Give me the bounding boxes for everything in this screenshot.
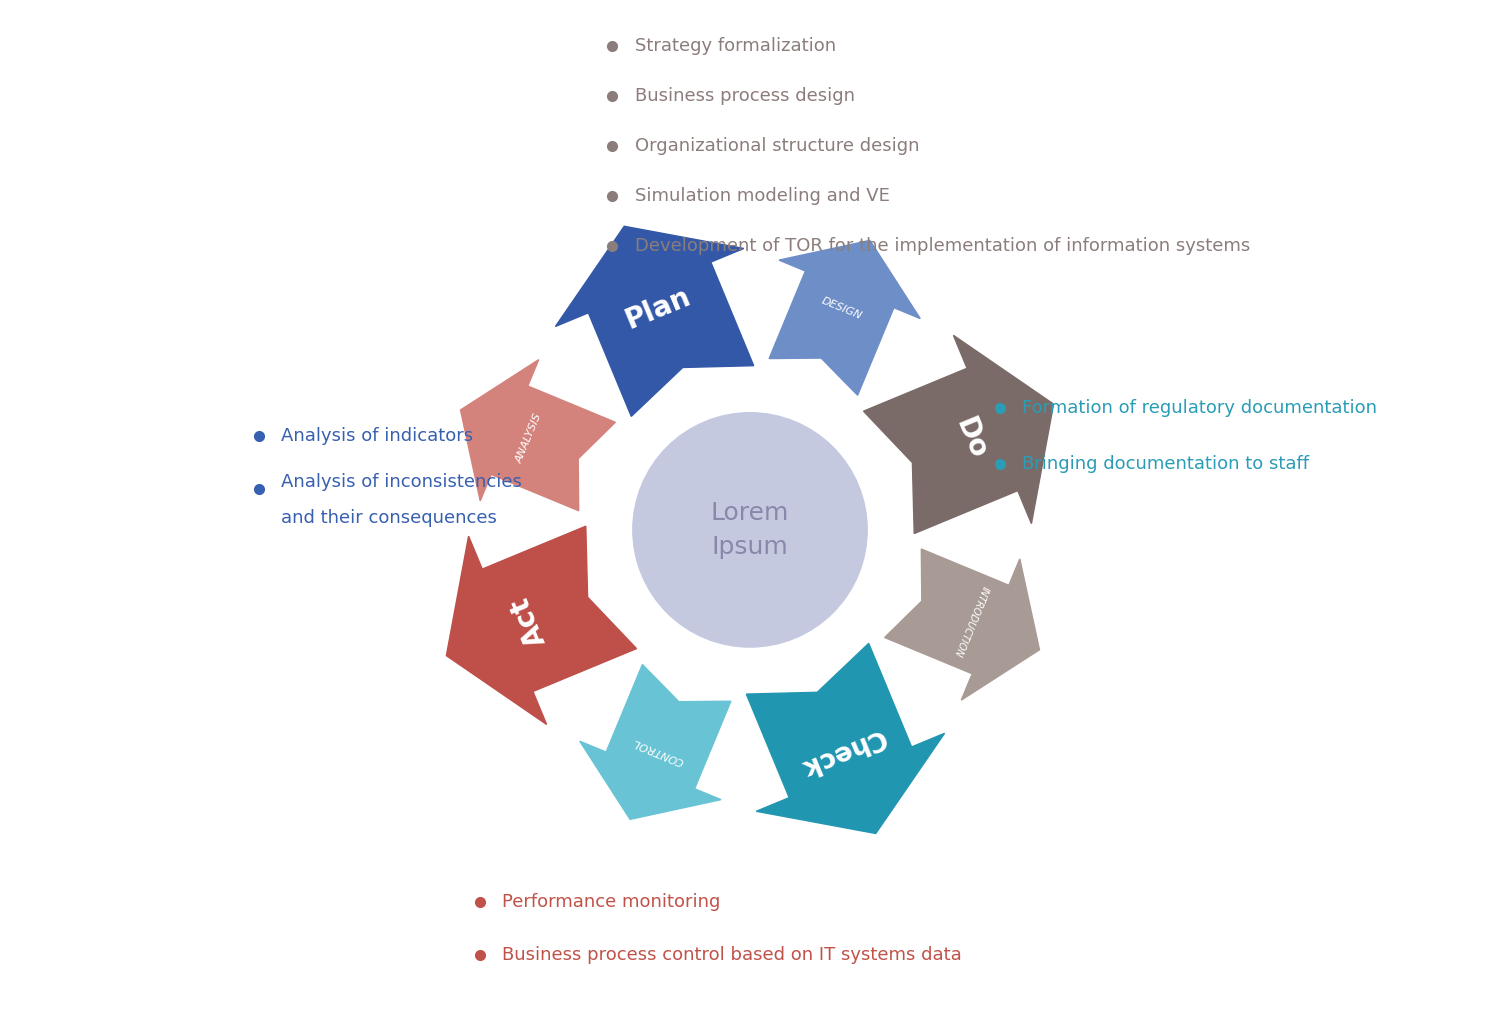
- Text: Analysis of indicators: Analysis of indicators: [282, 427, 474, 445]
- Text: Business process control based on IT systems data: Business process control based on IT sys…: [503, 946, 962, 964]
- Text: Analysis of inconsistencies: Analysis of inconsistencies: [282, 473, 522, 491]
- Text: Act: Act: [506, 592, 552, 650]
- Text: DESIGN: DESIGN: [821, 296, 864, 321]
- Text: Bringing documentation to staff: Bringing documentation to staff: [1022, 454, 1310, 473]
- Text: Check: Check: [795, 722, 888, 781]
- Text: Formation of regulatory documentation: Formation of regulatory documentation: [1022, 398, 1377, 417]
- Polygon shape: [747, 643, 945, 834]
- Polygon shape: [555, 226, 753, 417]
- Polygon shape: [885, 549, 1040, 700]
- Text: ANALYSIS: ANALYSIS: [514, 412, 543, 465]
- Text: Performance monitoring: Performance monitoring: [503, 893, 722, 911]
- Polygon shape: [580, 664, 730, 819]
- Circle shape: [633, 413, 867, 647]
- Text: Simulation modeling and VE: Simulation modeling and VE: [634, 186, 890, 205]
- Text: Lorem
Ipsum: Lorem Ipsum: [711, 501, 789, 558]
- Polygon shape: [864, 335, 1053, 534]
- Text: Strategy formalization: Strategy formalization: [634, 37, 836, 55]
- Text: and their consequences: and their consequences: [282, 508, 496, 527]
- Text: Organizational structure design: Organizational structure design: [634, 137, 920, 155]
- Text: CONTROL: CONTROL: [632, 736, 686, 766]
- Text: Business process design: Business process design: [634, 87, 855, 105]
- Text: INTRODUCTION: INTRODUCTION: [952, 585, 990, 658]
- Polygon shape: [460, 360, 615, 511]
- Polygon shape: [770, 240, 920, 395]
- Polygon shape: [447, 526, 636, 725]
- Text: Plan: Plan: [621, 282, 696, 334]
- Text: Do: Do: [950, 414, 992, 463]
- Text: Development of TOR for the implementation of information systems: Development of TOR for the implementatio…: [634, 236, 1250, 255]
